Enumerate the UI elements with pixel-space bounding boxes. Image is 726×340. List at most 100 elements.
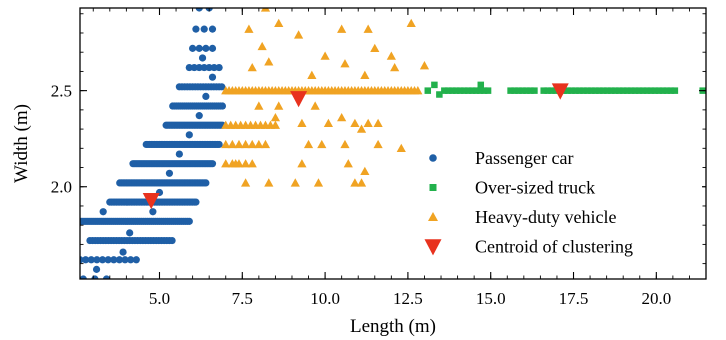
over-sized-truck-point [436,91,443,98]
heavy-duty-vehicle-point [350,118,360,127]
over-sized-truck-point [523,87,530,94]
heavy-duty-vehicle-point [260,139,271,149]
passenger-car-point [99,208,107,216]
heavy-duty-vehicle-point [337,24,347,33]
over-sized-truck-point [424,87,432,94]
over-sized-truck-point [477,81,485,89]
heavy-duty-vehicle-point [303,139,314,149]
over-sized-truck-point [548,87,555,94]
heavy-duty-vehicle-point [340,139,350,149]
over-sized-truck-point [580,87,587,94]
heavy-duty-vehicle-point [350,178,360,187]
heavy-duty-vehicle-point [406,18,416,28]
over-sized-truck-point [572,87,579,94]
heavy-duty-vehicle-point [247,139,257,149]
legend-label: Passenger car [475,148,573,168]
passenger-car-point [195,44,203,52]
over-sized-truck-point [671,87,679,94]
passenger-car-point [202,179,210,187]
over-sized-truck-point [519,87,526,94]
passenger-car-point [102,275,111,279]
plot-frame [79,7,707,280]
passenger-car-point [200,63,208,72]
heavy-duty-vehicle-point [264,178,274,187]
passenger-car-point [119,248,127,256]
over-sized-truck-point [460,87,468,94]
x-tick-label: 15.0 [476,289,506,308]
legend-over-sized-truck-marker [429,184,437,191]
heavy-duty-vehicle-point [337,112,347,122]
over-sized-truck-point [511,87,518,94]
heavy-duty-vehicle-point [363,24,373,33]
over-sized-truck-point [627,87,635,94]
centroid-point [142,192,160,210]
over-sized-truck-point [527,87,534,94]
x-tick-label: 12.5 [393,289,423,308]
heavy-duty-vehicle-point [231,159,241,168]
legend: Passenger car Over-sized truck Heavy-duty … [420,140,702,268]
over-sized-truck-point [441,87,448,94]
passenger-car-point [192,25,200,33]
heavy-duty-vehicle-point [373,118,383,127]
x-tick-label: 10.0 [310,289,340,308]
centroid-point [290,91,308,108]
x-tick-label: 17.5 [559,289,589,308]
passenger-car-point [208,160,217,168]
passenger-car-point [121,256,129,264]
over-sized-truck-point [663,87,671,94]
legend-centroid-marker [424,239,442,256]
passenger-car-point [185,63,193,72]
passenger-car-point [189,44,197,52]
passenger-car-point [200,25,208,33]
centroid-point [551,83,569,100]
heavy-duty-vehicle-point [419,61,430,70]
y-tick-label: 2.5 [51,82,72,101]
over-sized-truck-point [604,87,611,94]
heavy-duty-vehicle-point [221,159,231,168]
passenger-car-point [202,92,210,101]
passenger-car-point [192,198,200,206]
heavy-duty-vehicle-point [270,120,281,129]
passenger-car-point [208,73,217,81]
over-sized-truck-point [576,87,583,94]
heavy-duty-vehicle-point [307,70,317,79]
heavy-duty-vehicle-point [294,30,304,39]
passenger-car-point [218,83,226,91]
heavy-duty-vehicle-point [360,70,370,79]
heavy-duty-vehicle-point [260,8,271,12]
passenger-car-point [165,169,174,177]
heavy-duty-vehicle-point [257,41,267,51]
heavy-duty-vehicle-point [413,86,423,95]
heavy-duty-vehicle-point [396,143,406,152]
legend-label: Over-sized truck [475,178,595,198]
passenger-car-point [104,256,112,264]
over-sized-truck-point [584,87,591,94]
over-sized-truck-point [611,87,619,94]
passenger-car-point [198,54,207,62]
heavy-duty-vehicle-point [254,139,264,149]
heavy-duty-vehicle-point [340,59,350,68]
passenger-car-point [127,256,135,264]
over-sized-truck-point [659,87,667,94]
over-sized-truck-point [431,81,438,89]
passenger-car-point [185,131,193,139]
heavy-duty-vehicle-point [227,139,237,149]
over-sized-truck-point [531,87,538,94]
heavy-duty-vehicle-point [297,118,307,127]
passenger-car-point [218,102,227,110]
heavy-duty-vehicle-point [254,101,264,110]
over-sized-truck-point [564,87,571,94]
over-sized-truck-point [544,87,551,94]
over-sized-truck-point [635,87,643,94]
heavy-duty-vehicle-point [320,51,330,60]
over-sized-truck-point [651,87,659,94]
heavy-duty-vehicle-point [317,139,327,149]
passenger-car-point [80,275,87,279]
heavy-duty-vehicle-point [274,101,284,110]
heavy-duty-vehicle-point [386,51,396,60]
over-sized-truck-point [608,87,615,94]
y-tick-label: 2.0 [51,178,72,197]
over-sized-truck-point [464,87,472,94]
passenger-car-point [110,256,118,264]
legend-label: Heavy-duty vehicle [475,207,616,227]
